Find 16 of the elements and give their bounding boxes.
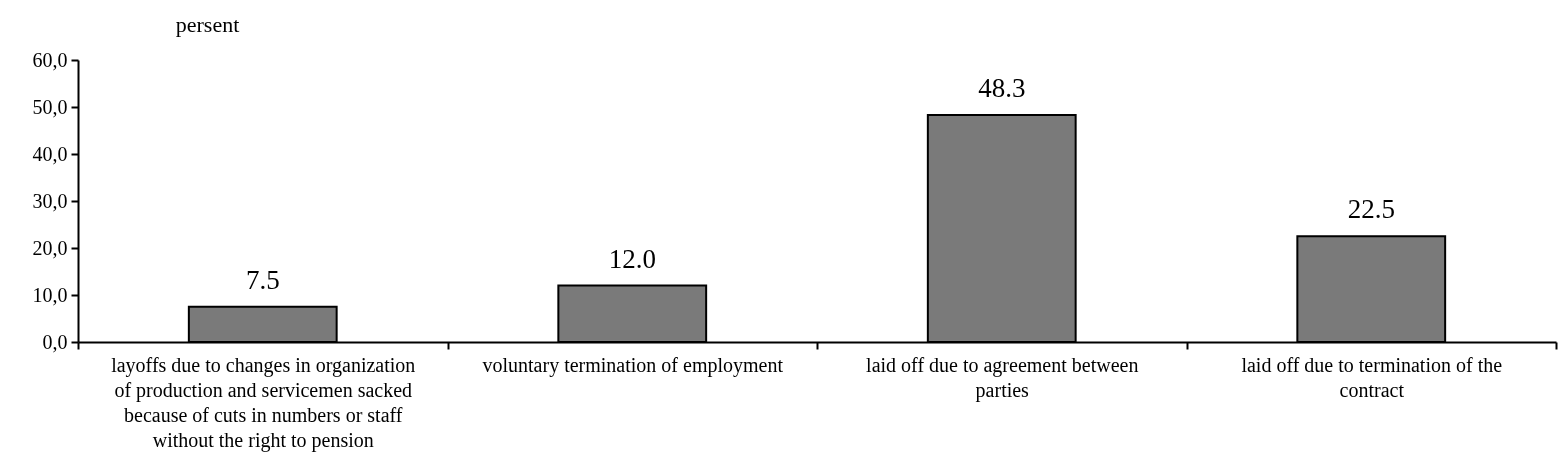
y-axis-title: persent bbox=[175, 11, 240, 37]
y-tick-label: 30,0 bbox=[32, 189, 68, 212]
data-label: 48.3 bbox=[978, 72, 1026, 103]
x-tick-label: laid off due to termination of the contract bbox=[1241, 353, 1503, 401]
data-label: 12.0 bbox=[608, 243, 656, 274]
y-tick-label: 50,0 bbox=[32, 95, 68, 118]
y-tick-label: 60,0 bbox=[32, 48, 68, 71]
y-tick-label: 40,0 bbox=[32, 142, 68, 165]
y-tick-label: 0,0 bbox=[42, 330, 68, 353]
y-tick-label: 10,0 bbox=[32, 283, 68, 306]
x-tick-label: voluntary termination of employment bbox=[482, 353, 784, 377]
x-tick-label: laid off due to agreement between parties bbox=[866, 353, 1139, 402]
data-label: 7.5 bbox=[245, 264, 280, 295]
x-tick-label: layoffs due to changes in organization of production and servicemen sacked because of cuts in numbers or staff without the right to pension bbox=[111, 353, 416, 452]
y-tick-label: 20,0 bbox=[32, 236, 68, 259]
data-label: 22.5 bbox=[1347, 194, 1395, 225]
